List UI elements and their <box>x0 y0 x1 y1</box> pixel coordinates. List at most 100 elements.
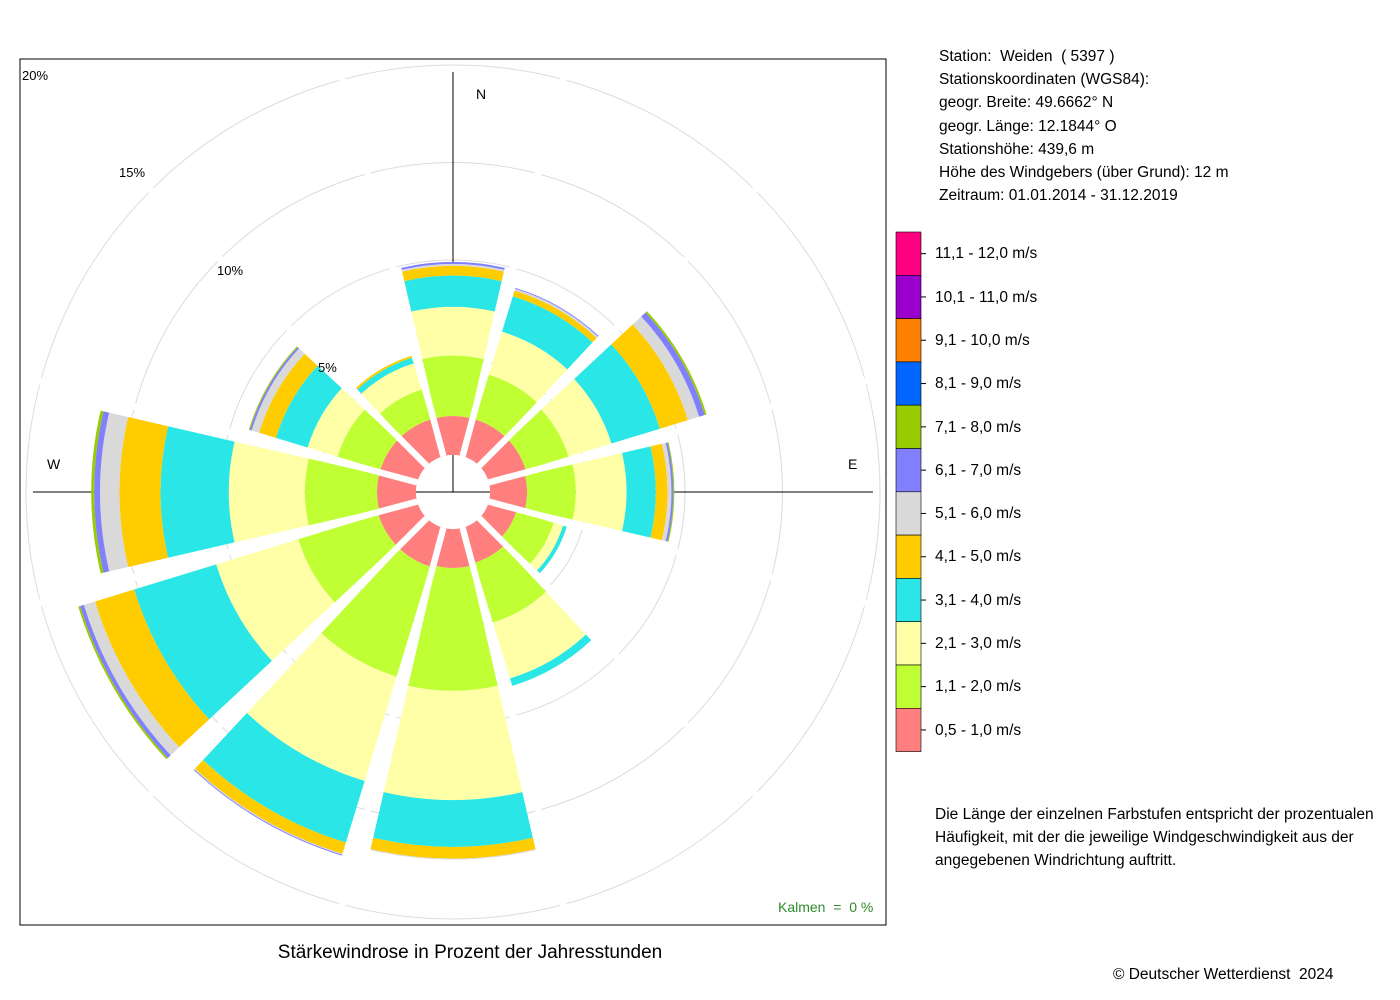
petal-gap-105 <box>487 498 886 612</box>
ring-label-15: 15% <box>119 165 146 180</box>
legend-label-11: 11,1 - 12,0 m/s <box>935 245 1038 262</box>
longitude: geogr. Länge: 12.1844° O <box>939 117 1117 135</box>
petal-210-segment-3 <box>203 713 365 843</box>
plot-frame <box>19 58 887 926</box>
legend-label-9: 9,1 - 10,0 m/s <box>935 332 1030 349</box>
legend-swatch-7 <box>895 404 922 449</box>
petal-60-segment-3 <box>574 344 660 444</box>
petal-90-segment-3 <box>622 446 656 538</box>
petal-120-segment-1 <box>501 511 554 564</box>
petal-270-segment-4 <box>119 417 169 567</box>
petal-240-segment-0 <box>378 502 426 546</box>
petal-240-segment-4 <box>95 589 210 748</box>
petal-270-segment-3 <box>160 426 235 558</box>
legend-swatch-1 <box>895 664 922 709</box>
petal-270-segment-6 <box>94 411 110 573</box>
legend-label-5: 5,1 - 6,0 m/s <box>935 505 1022 522</box>
petal-180-segment-2 <box>383 685 523 801</box>
period: Zeitraum: 01.01.2014 - 31.12.2019 <box>939 187 1178 205</box>
petal-gap-315 <box>79 118 430 469</box>
petal-300-segment-4 <box>259 353 318 438</box>
legend-label-2: 2,1 - 3,0 m/s <box>935 635 1022 652</box>
petal-240-segment-5 <box>83 601 180 756</box>
petal-90-segment-5 <box>661 442 672 542</box>
petal-60-segment-5 <box>632 316 700 421</box>
petal-30-segment-1 <box>475 374 537 437</box>
petal-270-segment-0 <box>377 474 417 510</box>
petal-120-segment-3 <box>537 525 567 574</box>
petal-270-segment-5 <box>100 412 129 572</box>
latitude: geogr. Breite: 49.6662° N <box>939 94 1114 112</box>
petal-0-segment-5 <box>401 263 505 272</box>
petal-120-segment-0 <box>480 502 517 538</box>
legend-label-4: 4,1 - 5,0 m/s <box>935 548 1022 565</box>
legend-label-3: 3,1 - 4,0 m/s <box>935 592 1022 609</box>
legend-swatch-11 <box>895 231 922 276</box>
petal-330-segment-2 <box>361 363 422 414</box>
petal-120-segment-2 <box>529 522 563 571</box>
petal-gap-75 <box>487 372 886 486</box>
petal-90 <box>489 442 675 542</box>
petal-gap-165 <box>459 526 573 925</box>
petal-330-segment-3 <box>357 357 414 394</box>
petal-210-segment-2 <box>246 633 397 781</box>
petal-330-segment-4 <box>355 355 412 390</box>
petal-270 <box>91 410 417 574</box>
coords-heading: Stationskoordinaten (WGS84): <box>939 71 1150 89</box>
legend-swatch-4 <box>895 534 922 579</box>
petal-210-segment-4 <box>195 760 346 854</box>
legend-label-8: 8,1 - 9,0 m/s <box>935 375 1022 392</box>
petal-300-segment-0 <box>380 440 426 482</box>
plot-area <box>20 59 886 925</box>
legend-label-1: 1,1 - 2,0 m/s <box>935 678 1022 695</box>
petal-60-segment-0 <box>480 440 526 482</box>
petal-90-segment-0 <box>489 475 528 509</box>
legend-label-0: 0,5 - 1,0 m/s <box>935 722 1022 739</box>
petal-240-segment-1 <box>298 514 396 603</box>
petal-180 <box>370 528 536 860</box>
station-elevation: Stationshöhe: 439,6 m <box>939 140 1095 158</box>
explanation-note: Die Länge der einzelnen Farbstufen entsp… <box>935 806 1374 869</box>
petal-0-segment-4 <box>402 265 504 282</box>
petal-330 <box>355 355 443 465</box>
petal-270-segment-7 <box>91 410 104 574</box>
petal-gap-45 <box>476 118 827 469</box>
legend-swatch-8 <box>895 361 922 406</box>
petal-gap-15 <box>459 59 573 458</box>
legend-swatch-5 <box>895 491 922 536</box>
petal-30-segment-2 <box>488 331 568 403</box>
petal-30 <box>463 287 599 465</box>
petal-90-segment-6 <box>665 442 674 542</box>
petal-0 <box>401 261 505 456</box>
petal-30-segment-3 <box>502 296 593 370</box>
petal-60 <box>480 311 707 482</box>
calm-label: Kalmen = 0 % <box>778 899 874 915</box>
legend-swatch-6 <box>895 448 922 493</box>
petal-gap-195 <box>333 526 447 925</box>
petal-330-segment-0 <box>401 419 443 465</box>
petal-60-segment-1 <box>508 409 569 470</box>
petal-180-segment-4 <box>370 837 536 859</box>
legend-label-10: 10,1 - 11,0 m/s <box>935 289 1038 306</box>
petal-0-segment-6 <box>401 261 505 270</box>
petal-gap-225 <box>79 515 430 866</box>
legend-swatch-10 <box>895 274 922 319</box>
petal-0-segment-3 <box>404 275 502 312</box>
petal-0-segment-2 <box>411 306 495 360</box>
legend-color-bar <box>895 231 926 752</box>
petal-90-segment-4 <box>650 443 668 541</box>
petal-150-segment-1 <box>474 546 547 623</box>
petal-gap-255 <box>20 498 419 612</box>
petal-180-segment-1 <box>408 566 498 691</box>
petal-300-segment-2 <box>307 388 365 457</box>
petal-90-segment-1 <box>525 464 576 520</box>
petal-240 <box>78 502 426 760</box>
petal-30-segment-0 <box>463 419 505 465</box>
copyright: © Deutscher Wetterdienst 2024 <box>1113 966 1334 983</box>
petal-120 <box>480 502 567 574</box>
legend-label-6: 6,1 - 7,0 m/s <box>935 462 1022 479</box>
petal-0-segment-0 <box>435 416 471 456</box>
petal-300-segment-3 <box>275 365 342 448</box>
ring-label-5: 5% <box>318 360 337 375</box>
